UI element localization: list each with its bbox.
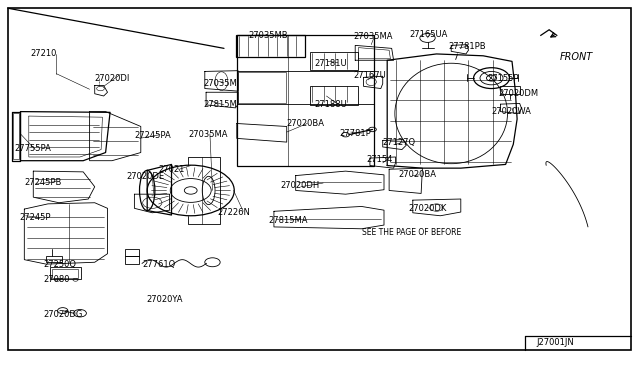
Text: 27020DE: 27020DE bbox=[127, 172, 165, 181]
Text: 27245PA: 27245PA bbox=[134, 131, 171, 140]
Bar bbox=[125, 256, 139, 264]
Bar bbox=[50, 267, 81, 279]
Bar bbox=[238, 72, 286, 103]
Text: 27020DM: 27020DM bbox=[498, 89, 538, 98]
Text: 27155P: 27155P bbox=[488, 74, 519, 83]
Text: 27020BA: 27020BA bbox=[287, 119, 324, 128]
Text: 27245PB: 27245PB bbox=[24, 178, 61, 187]
Text: 27755PA: 27755PA bbox=[14, 144, 51, 153]
Bar bbox=[237, 35, 374, 166]
Bar bbox=[13, 113, 19, 159]
Bar bbox=[46, 256, 62, 262]
Text: J27001JN: J27001JN bbox=[536, 339, 574, 347]
Bar bbox=[500, 86, 520, 94]
Text: 27020WA: 27020WA bbox=[492, 107, 531, 116]
Text: 27035MB: 27035MB bbox=[248, 31, 288, 40]
Text: 27188U: 27188U bbox=[315, 100, 348, 109]
Text: 27815MA: 27815MA bbox=[269, 216, 308, 225]
Text: 27020BA: 27020BA bbox=[398, 170, 436, 179]
Text: 27035M: 27035M bbox=[204, 79, 237, 88]
Text: 27165UA: 27165UA bbox=[410, 30, 448, 39]
Text: 27226N: 27226N bbox=[218, 208, 250, 217]
Bar bbox=[236, 35, 305, 57]
Text: 27154: 27154 bbox=[366, 155, 392, 164]
Text: 27127Q: 27127Q bbox=[383, 138, 416, 147]
Text: 27815M: 27815M bbox=[204, 100, 237, 109]
Bar bbox=[125, 249, 139, 256]
Text: 27167U: 27167U bbox=[353, 71, 386, 80]
Bar bbox=[310, 52, 358, 70]
Text: 27020DH: 27020DH bbox=[280, 182, 319, 190]
Text: 27035MA: 27035MA bbox=[189, 130, 228, 139]
Text: 27245P: 27245P bbox=[19, 213, 51, 222]
Text: 27020DI: 27020DI bbox=[95, 74, 130, 83]
Text: 27181U: 27181U bbox=[315, 59, 348, 68]
Text: 27020DK: 27020DK bbox=[408, 204, 447, 213]
Text: 27080: 27080 bbox=[44, 275, 70, 283]
Text: FRONT: FRONT bbox=[560, 52, 593, 61]
Text: 27020YA: 27020YA bbox=[146, 295, 182, 304]
Text: 27250Q: 27250Q bbox=[44, 260, 77, 269]
Text: 27781P: 27781P bbox=[339, 129, 371, 138]
Text: 27781PB: 27781PB bbox=[448, 42, 486, 51]
Text: 27210: 27210 bbox=[31, 49, 57, 58]
Text: 27021: 27021 bbox=[159, 165, 185, 174]
Text: SEE THE PAGE OF BEFORE: SEE THE PAGE OF BEFORE bbox=[362, 228, 461, 237]
Text: 27761Q: 27761Q bbox=[142, 260, 175, 269]
Text: 27020DG: 27020DG bbox=[44, 310, 83, 319]
Bar bbox=[52, 269, 78, 278]
Text: 27035MA: 27035MA bbox=[353, 32, 393, 41]
Bar bbox=[310, 86, 358, 105]
